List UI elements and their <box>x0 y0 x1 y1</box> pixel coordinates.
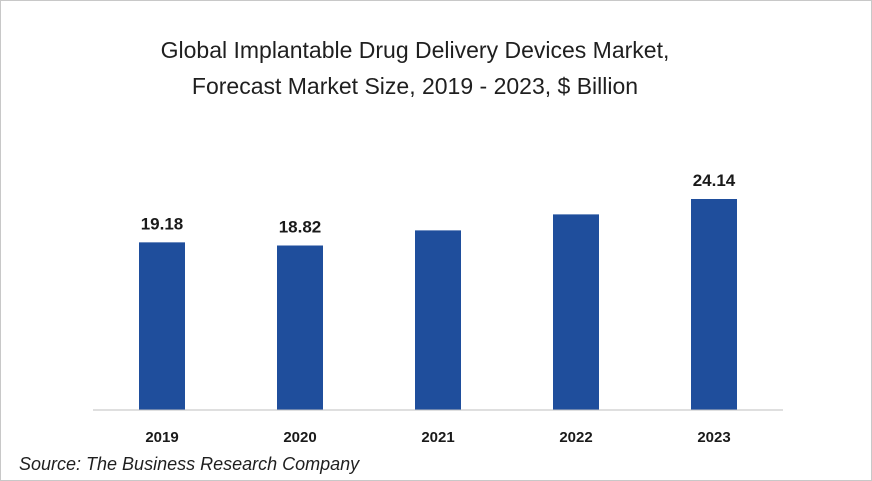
x-tick-label-2019: 2019 <box>145 429 178 446</box>
x-tick-label-2022: 2022 <box>559 429 592 446</box>
bars-group <box>139 199 737 410</box>
x-tick-labels-group: 2019 2020 2021 2022 2023 <box>145 429 730 446</box>
x-tick-label-2021: 2021 <box>421 429 454 446</box>
bar-2019 <box>139 242 185 410</box>
bar-2023 <box>691 199 737 410</box>
chart-title-line-2: Forecast Market Size, 2019 - 2023, $ Bil… <box>192 73 638 99</box>
x-tick-label-2020: 2020 <box>283 429 316 446</box>
chart-title-line-1: Global Implantable Drug Delivery Devices… <box>161 37 670 63</box>
data-label-2019: 19.18 <box>141 214 184 233</box>
bar-2020 <box>277 245 323 410</box>
data-label-2023: 24.14 <box>693 171 736 190</box>
bar-2021 <box>415 230 461 410</box>
bar-2022 <box>553 214 599 410</box>
source-note: Source: The Business Research Company <box>19 454 360 474</box>
data-label-2020: 18.82 <box>279 218 322 237</box>
data-labels-group: 19.18 18.82 24.14 <box>141 171 736 237</box>
x-tick-label-2023: 2023 <box>697 429 730 446</box>
